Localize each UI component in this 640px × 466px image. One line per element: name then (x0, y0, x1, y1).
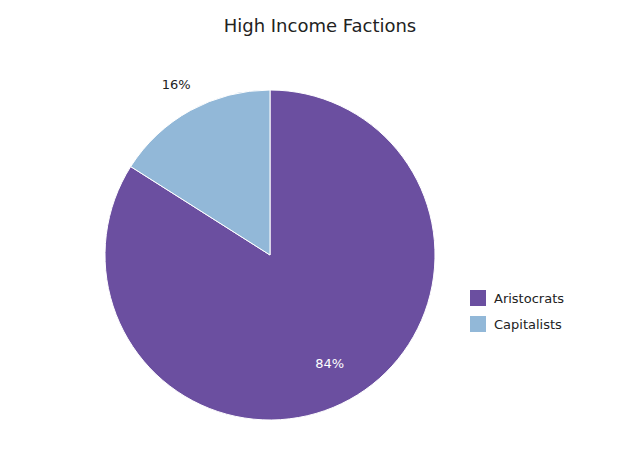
chart: High Income Factions 84% 16% Aristocrats Cap… (0, 0, 640, 466)
legend-item: Aristocrats (470, 290, 564, 306)
pie (105, 90, 435, 420)
data-label: 84% (315, 356, 344, 371)
slice (131, 90, 270, 255)
legend-label: Aristocrats (494, 291, 564, 306)
legend: Aristocrats Capitalists (470, 290, 564, 332)
legend-swatch (470, 316, 486, 332)
legend-item: Capitalists (470, 316, 562, 332)
data-labels: 84% 16% (162, 77, 344, 371)
data-label: 16% (162, 77, 191, 92)
legend-swatch (470, 290, 486, 306)
slice (105, 90, 435, 420)
legend-label: Capitalists (494, 317, 562, 332)
title: High Income Factions (224, 15, 417, 36)
